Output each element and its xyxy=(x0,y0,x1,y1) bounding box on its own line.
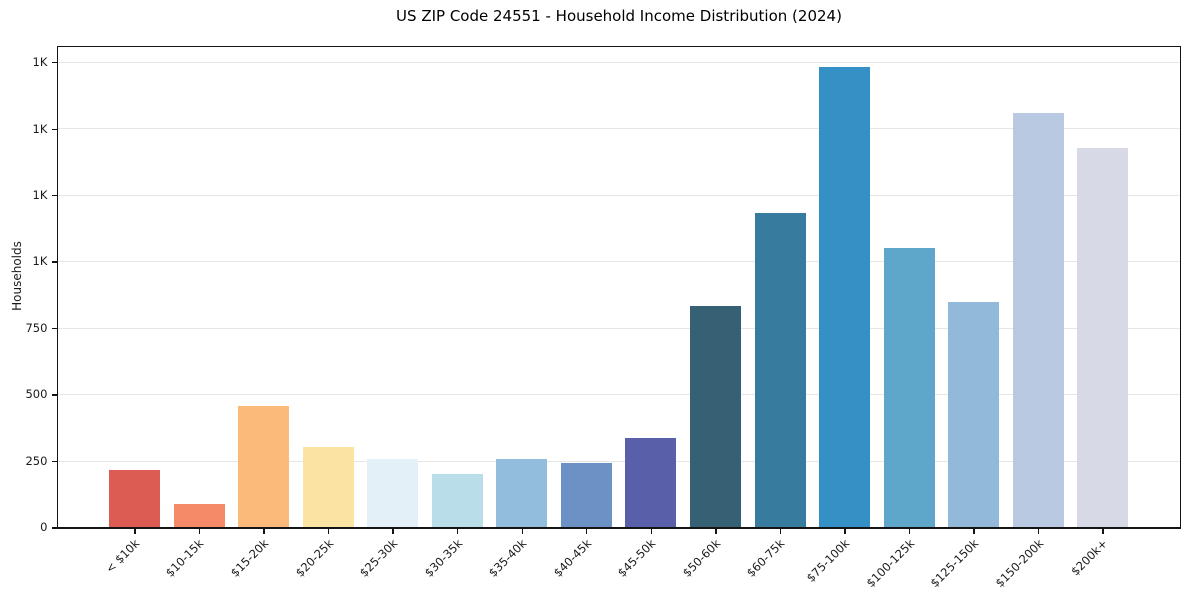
x-tick-mark xyxy=(650,529,652,535)
bar xyxy=(948,302,1000,527)
bar xyxy=(238,406,290,527)
gridline xyxy=(58,327,1180,329)
y-tick-mark xyxy=(51,327,57,330)
x-tick-mark xyxy=(844,529,846,535)
y-tick-label: 1K xyxy=(32,254,48,269)
x-tick-mark xyxy=(263,529,265,535)
x-tick-mark xyxy=(908,529,911,535)
gridline xyxy=(58,460,1180,462)
bar xyxy=(1012,113,1064,527)
gridline xyxy=(58,394,1180,396)
x-tick-mark xyxy=(715,529,717,535)
bar xyxy=(625,437,677,527)
y-tick-mark xyxy=(51,62,57,64)
y-tick-label: 500 xyxy=(25,387,48,402)
bar xyxy=(431,473,483,527)
y-tick-label: 1K xyxy=(32,121,48,136)
x-tick-mark xyxy=(1102,529,1104,535)
x-tick-mark xyxy=(521,529,523,535)
plot-area xyxy=(57,46,1181,529)
y-tick-mark xyxy=(51,394,57,396)
y-tick-mark xyxy=(51,460,57,463)
bar xyxy=(109,469,160,527)
y-tick-mark xyxy=(51,194,57,197)
y-tick-label: 1K xyxy=(32,55,48,70)
gridline xyxy=(58,61,1180,63)
x-tick-label: < $10k xyxy=(102,536,143,577)
bar xyxy=(560,463,612,527)
y-tick-label: 250 xyxy=(25,453,48,468)
y-tick-label: 0 xyxy=(40,520,48,535)
chart-title: US ZIP Code 24551 - Household Income Dis… xyxy=(396,7,842,25)
y-tick-mark xyxy=(51,527,57,529)
y-tick-label: 1K xyxy=(32,187,48,202)
x-tick-mark xyxy=(1037,529,1040,535)
bar xyxy=(689,306,741,527)
bar xyxy=(367,459,419,527)
x-tick-mark xyxy=(779,529,782,535)
y-tick-mark xyxy=(51,261,57,263)
gridline xyxy=(58,261,1180,263)
x-tick-mark xyxy=(134,529,136,535)
x-tick-mark xyxy=(198,529,201,535)
bar xyxy=(754,213,806,527)
bar xyxy=(173,504,225,527)
bar xyxy=(1077,148,1129,527)
gridline xyxy=(58,128,1180,130)
x-tick-mark xyxy=(327,529,330,535)
bar xyxy=(819,66,871,527)
bar xyxy=(883,247,935,527)
gridline xyxy=(58,194,1180,196)
bar xyxy=(302,447,354,527)
x-tick-mark xyxy=(392,529,394,535)
y-tick-mark xyxy=(51,128,57,130)
x-tick-mark xyxy=(456,529,459,535)
y-tick-label: 750 xyxy=(25,320,48,335)
bar xyxy=(496,458,548,527)
y-axis-label: Households xyxy=(10,241,24,311)
x-tick-mark xyxy=(973,529,975,535)
x-tick-mark xyxy=(586,529,588,535)
